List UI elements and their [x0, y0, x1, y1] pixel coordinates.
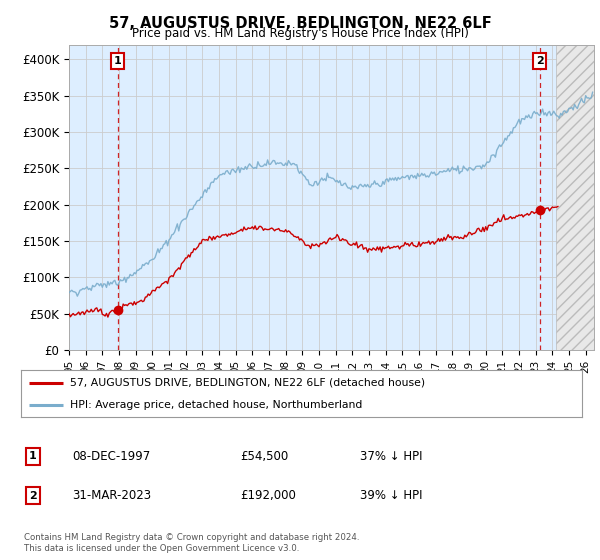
Text: £54,500: £54,500	[240, 450, 288, 463]
Text: HPI: Average price, detached house, Northumberland: HPI: Average price, detached house, Nort…	[70, 400, 363, 410]
Text: 2: 2	[536, 56, 544, 66]
Text: 57, AUGUSTUS DRIVE, BEDLINGTON, NE22 6LF (detached house): 57, AUGUSTUS DRIVE, BEDLINGTON, NE22 6LF…	[70, 378, 425, 388]
Text: 1: 1	[29, 451, 37, 461]
Bar	[556, 45, 600, 350]
Text: 57, AUGUSTUS DRIVE, BEDLINGTON, NE22 6LF: 57, AUGUSTUS DRIVE, BEDLINGTON, NE22 6LF	[109, 16, 491, 31]
Text: 37% ↓ HPI: 37% ↓ HPI	[360, 450, 422, 463]
Text: Contains HM Land Registry data © Crown copyright and database right 2024.
This d: Contains HM Land Registry data © Crown c…	[24, 533, 359, 553]
Text: 31-MAR-2023: 31-MAR-2023	[72, 489, 151, 502]
Text: 1: 1	[114, 56, 122, 66]
Text: £192,000: £192,000	[240, 489, 296, 502]
Text: 2: 2	[29, 491, 37, 501]
Text: 39% ↓ HPI: 39% ↓ HPI	[360, 489, 422, 502]
Text: Price paid vs. HM Land Registry's House Price Index (HPI): Price paid vs. HM Land Registry's House …	[131, 27, 469, 40]
Text: 08-DEC-1997: 08-DEC-1997	[72, 450, 150, 463]
